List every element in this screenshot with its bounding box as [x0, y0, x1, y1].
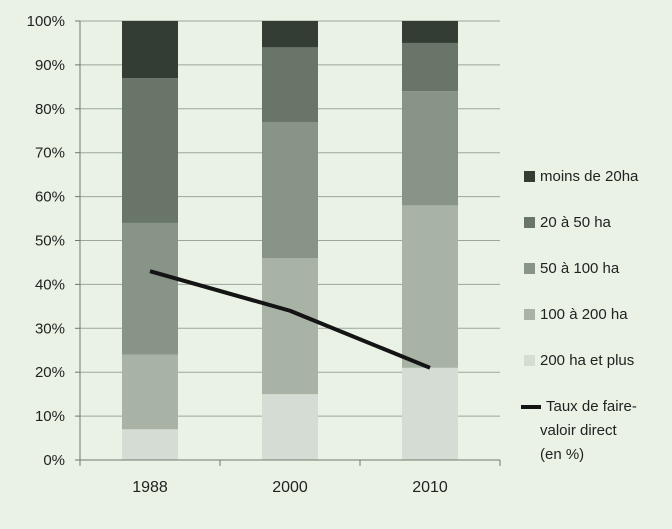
- rate-line: [149, 269, 431, 370]
- y-tick-label: 30%: [35, 320, 65, 337]
- legend-label: 20 à 50 ha: [540, 214, 612, 231]
- y-tick-label: 80%: [35, 101, 65, 118]
- legend-swatch: [524, 217, 535, 228]
- bar-segment: [122, 429, 178, 460]
- y-tick-label: 40%: [35, 276, 65, 293]
- rate-line-series: [149, 269, 431, 370]
- legend-line-label: (en %): [540, 446, 584, 463]
- y-tick-label: 10%: [35, 408, 65, 425]
- y-tick-label: 60%: [35, 189, 65, 206]
- legend-label: moins de 20ha: [540, 168, 639, 185]
- legend: moins de 20ha 20 à 50 ha 50 à 100 ha 100 à …: [521, 168, 639, 463]
- bar-segment: [122, 222, 178, 355]
- y-tick-label: 100%: [27, 13, 65, 30]
- x-tick-label: 1988: [132, 479, 168, 496]
- y-tick-label: 20%: [35, 364, 65, 381]
- bar-segment: [402, 367, 458, 460]
- legend-label: 50 à 100 ha: [540, 260, 620, 277]
- y-tick-label: 90%: [35, 57, 65, 74]
- legend-label: 100 à 200 ha: [540, 306, 628, 323]
- bar-segment: [262, 21, 318, 48]
- legend-line-label: Taux de faire-: [546, 398, 637, 415]
- y-tick-label: 70%: [35, 145, 65, 162]
- bar-segment: [402, 21, 458, 43]
- bar-segment: [402, 42, 458, 92]
- legend-label: 200 ha et plus: [540, 352, 634, 369]
- legend-swatch: [524, 171, 535, 182]
- bar-segment: [262, 394, 318, 460]
- bar-segment: [402, 205, 458, 368]
- bar-segment: [262, 47, 318, 122]
- y-axis-tick-labels: 0% 10% 20% 30% 40% 50% 60% 70% 80% 90% 100%: [27, 13, 65, 469]
- bar-segment: [402, 91, 458, 206]
- legend-swatch: [524, 263, 535, 274]
- bar-segment: [262, 121, 318, 259]
- y-tick-label: 0%: [43, 452, 65, 469]
- bar-segment: [122, 78, 178, 223]
- y-tick-label: 50%: [35, 233, 65, 250]
- axes: [75, 20, 501, 466]
- x-axis-tick-labels: 1988 2000 2010: [132, 479, 448, 496]
- bar-segment: [262, 258, 318, 395]
- legend-swatch: [524, 355, 535, 366]
- legend-swatch: [524, 309, 535, 320]
- bar-segment: [122, 21, 178, 79]
- bar-stacks: [122, 21, 458, 460]
- legend-line-label: valoir direct: [540, 422, 618, 439]
- x-tick-label: 2010: [412, 479, 448, 496]
- x-tick-label: 2000: [272, 479, 308, 496]
- bar-segment: [122, 354, 178, 430]
